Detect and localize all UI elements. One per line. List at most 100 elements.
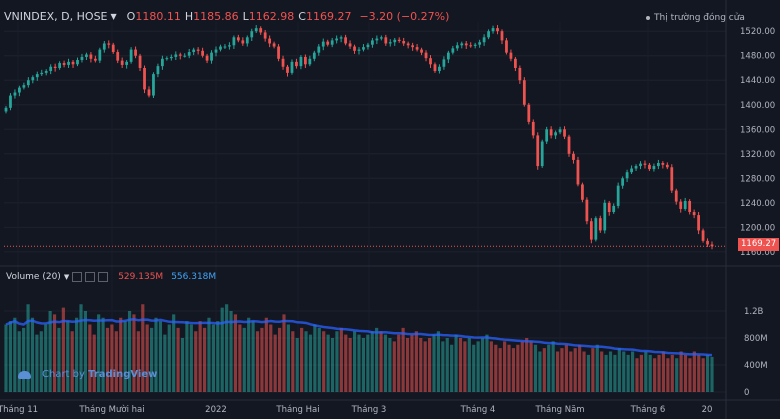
- candle-body: [62, 63, 66, 65]
- volume-bar: [661, 351, 666, 392]
- candle-body: [545, 129, 549, 142]
- candle-body: [616, 185, 620, 206]
- candle-body: [125, 61, 129, 65]
- volume-bar: [600, 351, 604, 392]
- change-value: −3.20 (−0.27%): [359, 10, 450, 23]
- candle-body: [67, 61, 70, 65]
- candle-body: [648, 164, 651, 170]
- volume-bar: [167, 324, 171, 392]
- candle-body: [44, 71, 48, 73]
- volume-value-2: 556.318M: [171, 272, 217, 282]
- volume-bar: [578, 344, 582, 392]
- candle-body: [554, 132, 557, 136]
- volume-bar: [688, 358, 692, 392]
- chevron-down-icon[interactable]: ▼: [110, 12, 117, 21]
- settings-icon[interactable]: [85, 272, 96, 282]
- candle-body: [214, 49, 218, 53]
- volume-bar: [35, 334, 39, 392]
- candle-body: [245, 37, 249, 44]
- candle-body: [93, 58, 97, 61]
- volume-bar: [313, 324, 317, 392]
- high-value: 1185.86: [193, 10, 239, 23]
- volume-bar: [119, 317, 123, 392]
- candle-body: [433, 64, 437, 72]
- volume-bar: [145, 324, 149, 392]
- volume-bar: [630, 351, 635, 392]
- volume-ma-line: [5, 318, 713, 357]
- last-price-label: 1169.27: [738, 238, 780, 251]
- candle-body: [71, 61, 75, 65]
- candle-body: [482, 37, 486, 43]
- candle-body: [469, 45, 473, 47]
- candle-body: [250, 31, 254, 38]
- volume-bar: [670, 354, 674, 392]
- candle-body: [76, 60, 79, 65]
- volume-bar: [339, 327, 343, 392]
- volume-bar: [450, 344, 454, 392]
- candle-body: [536, 135, 540, 167]
- candle-body: [670, 167, 674, 191]
- volume-bar: [304, 331, 308, 392]
- volume-bar: [264, 317, 268, 392]
- volume-bar: [441, 341, 445, 392]
- volume-bar: [61, 307, 65, 392]
- price-tick-label: 1280.00: [740, 174, 775, 184]
- eye-icon[interactable]: [72, 272, 83, 282]
- candle-body: [643, 163, 647, 165]
- volume-bar: [529, 341, 533, 392]
- volume-bar: [520, 341, 524, 392]
- volume-bar: [657, 354, 661, 392]
- candle-body: [379, 37, 383, 39]
- volume-bar: [335, 331, 339, 392]
- chevron-down-icon[interactable]: ▼: [63, 273, 70, 281]
- volume-bar: [432, 334, 436, 392]
- candle-body: [26, 80, 30, 86]
- volume-label[interactable]: Volume (20): [6, 272, 61, 282]
- watermark[interactable]: Chart by TradingView: [18, 369, 157, 380]
- volume-bar: [317, 327, 321, 392]
- open-value: 1180.11: [135, 10, 181, 23]
- volume-bar: [75, 317, 79, 392]
- symbol-title[interactable]: VNINDEX, D, HOSE: [4, 10, 108, 23]
- volume-bar: [428, 338, 432, 392]
- candle-body: [612, 205, 616, 213]
- volume-bar: [591, 348, 595, 392]
- volume-bar: [300, 327, 304, 392]
- close-icon[interactable]: [98, 272, 109, 282]
- volume-bar: [397, 334, 401, 392]
- volume-bar: [247, 317, 251, 392]
- price-tick-label: 1520.00: [740, 27, 775, 37]
- status-dot-icon: [646, 15, 650, 20]
- candle-body: [522, 80, 526, 105]
- candle-body: [178, 54, 182, 56]
- volume-bar: [286, 324, 290, 392]
- volume-bar: [595, 344, 599, 392]
- volume-bar: [476, 341, 480, 392]
- volume-bar: [458, 338, 463, 392]
- candle-body: [473, 44, 477, 46]
- volume-bar: [92, 334, 96, 392]
- candle-body: [442, 59, 446, 67]
- volume-bar: [551, 341, 555, 392]
- low-value: 1162.98: [248, 10, 295, 23]
- candle-body: [607, 202, 611, 213]
- candle-body: [397, 39, 401, 42]
- candle-body: [594, 218, 598, 240]
- candle-body: [312, 52, 316, 59]
- volume-bar: [48, 311, 52, 392]
- candle-body: [661, 162, 665, 165]
- time-tick-label: Tháng 4: [460, 405, 496, 415]
- volume-bar: [613, 354, 617, 392]
- volume-bar: [405, 338, 410, 392]
- time-tick-label: 20: [702, 405, 713, 415]
- candle-body: [107, 43, 111, 45]
- volume-bar: [644, 351, 648, 392]
- candle-body: [505, 40, 508, 53]
- volume-bar: [291, 331, 295, 392]
- candle-body: [366, 44, 370, 48]
- candle-body: [464, 43, 468, 46]
- volume-bar: [366, 334, 370, 392]
- volume-bar: [123, 321, 127, 392]
